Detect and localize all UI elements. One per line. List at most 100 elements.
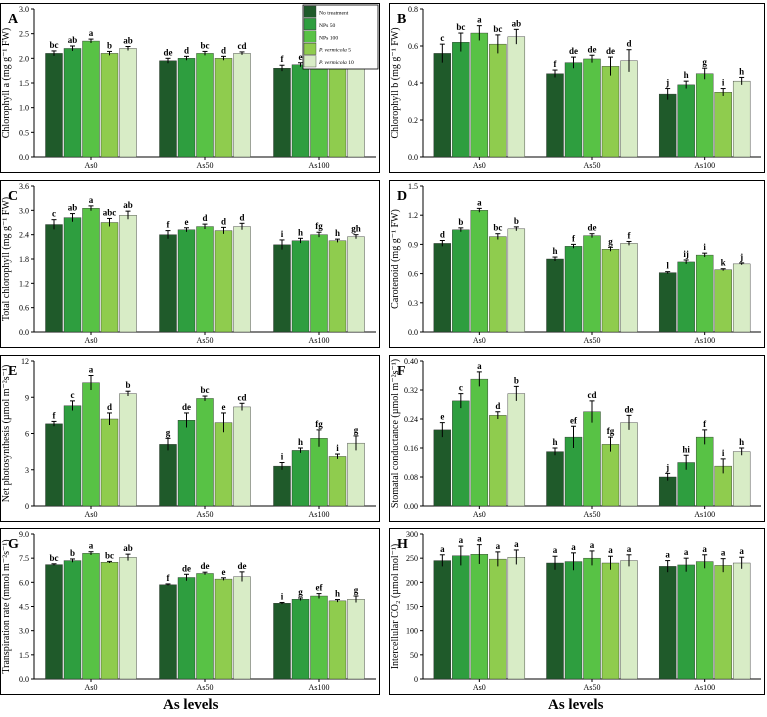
bar — [310, 58, 328, 158]
x-tick-label: As50 — [584, 336, 601, 345]
significance-label: h — [552, 437, 557, 447]
y-axis-label: Chlorophyll b (mg g⁻¹ FW) — [390, 27, 401, 138]
bar — [695, 73, 714, 158]
significance-label: h — [739, 437, 744, 447]
bar — [214, 58, 233, 158]
bar — [452, 42, 470, 158]
legend-swatch — [303, 30, 317, 43]
y-axis-label: Stomatal conductance (µmol m⁻²s⁻¹) — [390, 359, 401, 508]
y-tick-label: 100 — [406, 627, 418, 636]
bar — [291, 64, 310, 158]
bar — [470, 378, 489, 507]
bar — [546, 73, 564, 158]
panel-frame — [0, 180, 380, 348]
bar — [177, 229, 196, 333]
bar — [507, 36, 526, 158]
significance-label: a — [477, 534, 482, 544]
y-axis-label: Net photosynthesis (µmol m⁻²s⁻¹) — [1, 365, 12, 503]
bar — [273, 603, 291, 680]
significance-label: bc — [201, 385, 210, 395]
x-tick-label: As0 — [473, 510, 486, 519]
x-tick-label: As50 — [584, 683, 601, 692]
significance-label: c — [52, 209, 56, 219]
bar — [310, 234, 328, 333]
panel-g: 0.0 1.5 3.0 4.5 6.0 7.5 9.0 Transpiration rate … — [0, 528, 380, 695]
bar — [433, 560, 452, 680]
panel-letter: B — [397, 12, 406, 27]
y-tick-label: 6 — [25, 430, 29, 439]
significance-label: bc — [50, 40, 59, 50]
significance-label: j — [665, 78, 669, 88]
significance-label: fg — [607, 426, 615, 436]
y-tick-label: 1.5 — [408, 182, 418, 191]
x-tick-label: As100 — [694, 336, 715, 345]
panel-frame — [389, 3, 765, 173]
panel-b: 0.0 0.2 0.4 0.6 0.8 Chlorophyll b (mg g⁻¹ FW)… — [389, 3, 765, 173]
significance-label: a — [440, 544, 445, 554]
bar — [583, 235, 601, 333]
bar — [291, 450, 310, 507]
bar — [233, 226, 251, 333]
panel-letter: H — [397, 537, 408, 552]
bar — [45, 564, 63, 680]
bar — [273, 67, 291, 158]
y-tick-label: 2.4 — [19, 231, 29, 240]
legend-label: NPs 50 — [319, 23, 336, 29]
significance-label: gh — [351, 224, 361, 234]
x-tick-label: As50 — [197, 336, 214, 345]
y-tick-label: 0.0 — [408, 328, 418, 337]
y-tick-label: 3.0 — [19, 206, 29, 215]
significance-label: de — [569, 46, 578, 56]
y-tick-label: 6.0 — [19, 578, 29, 587]
y-tick-label: 3.0 — [19, 5, 29, 14]
panel-c: 0.0 0.6 1.2 1.8 2.4 3.0 3.6 Total chlorophyll (… — [0, 180, 380, 348]
y-tick-label: 0 — [414, 675, 418, 684]
bar — [63, 405, 82, 507]
significance-label: h — [298, 227, 303, 237]
panel-frame — [389, 528, 765, 695]
significance-label: a — [477, 15, 482, 25]
significance-label: ab — [512, 18, 522, 28]
y-axis-label: Transpiration rate (mmol m⁻²s⁻¹) — [1, 539, 12, 673]
bar — [433, 53, 452, 158]
panel-frame — [0, 355, 380, 522]
y-tick-label: 0.6 — [19, 304, 29, 313]
y-tick-label: 0.32 — [404, 386, 418, 395]
legend-label: NPs 100 — [319, 35, 338, 41]
significance-label: b — [458, 217, 463, 227]
panel-a: 0.0 0.5 1.0 1.5 2.0 2.5 3.0 Chlorophyll a (mg g… — [0, 3, 380, 173]
y-tick-label: 3.6 — [19, 182, 29, 191]
significance-label: g — [166, 427, 171, 437]
bar — [507, 228, 526, 333]
significance-label: ab — [123, 35, 133, 45]
bar — [82, 553, 100, 680]
bar — [328, 240, 347, 333]
bar — [714, 565, 732, 680]
bar — [601, 562, 620, 680]
bar — [714, 92, 732, 158]
y-tick-label: 0.5 — [19, 128, 29, 137]
bar — [452, 400, 470, 507]
bar — [732, 451, 751, 507]
bar — [196, 226, 214, 333]
bar — [310, 438, 328, 507]
bar — [177, 420, 196, 507]
significance-label: g — [354, 425, 359, 435]
significance-label: cd — [588, 390, 597, 400]
significance-label: a — [514, 539, 519, 549]
x-tick-label: As100 — [309, 336, 330, 345]
significance-label: c — [459, 383, 463, 393]
significance-label: g — [354, 585, 359, 595]
x-tick-label: As100 — [694, 161, 715, 170]
y-tick-label: 3 — [25, 466, 29, 475]
significance-label: ab — [68, 35, 78, 45]
significance-label: a — [553, 545, 558, 555]
bar — [119, 214, 137, 333]
significance-label: d — [239, 212, 244, 222]
significance-label: b — [514, 216, 519, 226]
significance-label: de — [238, 561, 247, 571]
panel-letter: A — [8, 12, 19, 27]
panel-frame — [389, 180, 765, 348]
significance-label: ef — [570, 415, 578, 425]
significance-label: i — [722, 78, 725, 88]
